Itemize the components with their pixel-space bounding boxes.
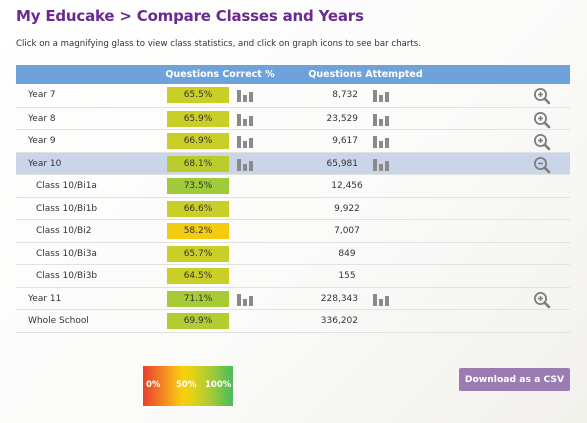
- row-label: Year 7: [28, 90, 56, 100]
- header-questions-correct: Questions Correct %: [165, 69, 275, 80]
- bar-chart-icon[interactable]: [237, 157, 253, 171]
- year-row: Year 7 65.5% 8,732: [16, 84, 570, 107]
- percent-correct-badge: 69.9%: [167, 313, 229, 329]
- year-row: Year 10 68.1% 65,981: [16, 151, 570, 178]
- row-label: Class 10/Bi3a: [36, 248, 97, 259]
- row-label: Whole School: [28, 316, 89, 326]
- percent-correct-badge: 73.5%: [167, 178, 229, 194]
- table-header: Questions Correct % Questions Attempted: [16, 65, 570, 84]
- magnify-minus-icon[interactable]: [533, 156, 551, 178]
- bar-chart-icon[interactable]: [237, 88, 253, 102]
- questions-attempted-value: 12,456: [331, 181, 363, 191]
- questions-attempted-value: 8,732: [332, 90, 358, 100]
- percent-correct-badge: 66.9%: [167, 133, 229, 149]
- percent-correct-badge: 65.7%: [167, 245, 229, 262]
- class-row: Class 10/Bi3b 64.5% 155: [16, 264, 570, 287]
- row-label: Year 11: [28, 293, 62, 304]
- percent-correct-badge: 71.1%: [167, 290, 229, 307]
- magnify-plus-icon[interactable]: [533, 111, 551, 133]
- row-label: Class 10/Bi2: [36, 226, 92, 236]
- bar-chart-icon[interactable]: [373, 88, 389, 102]
- download-csv-button[interactable]: Download as a CSV: [459, 368, 570, 391]
- year-row: Year 11 71.1% 228,343: [16, 286, 570, 313]
- bar-chart-icon[interactable]: [237, 134, 253, 148]
- questions-attempted-value: 336,202: [320, 316, 358, 326]
- legend-max-label: 100%: [205, 380, 232, 390]
- class-row: Class 10/Bi2 58.2% 7,007: [16, 219, 570, 242]
- year-row: Year 8 65.9% 23,529: [16, 106, 570, 133]
- row-label: Year 9: [28, 136, 56, 146]
- table-body: Year 7 65.5% 8,732 Year 8 65.9% 23,529 Year 9 6…: [16, 84, 570, 332]
- compare-table: Questions Correct % Questions Attempted …: [16, 65, 570, 333]
- instructions-text: Click on a magnifying glass to view clas…: [16, 39, 421, 49]
- bar-chart-icon[interactable]: [373, 112, 389, 126]
- magnify-plus-icon[interactable]: [533, 133, 551, 155]
- bar-chart-icon[interactable]: [237, 292, 253, 306]
- score-color-legend: 0% 50% 100%: [143, 366, 233, 406]
- legend-min-label: 0%: [146, 380, 161, 390]
- percent-correct-badge: 65.5%: [167, 87, 229, 103]
- row-label: Year 10: [28, 158, 62, 169]
- bar-chart-icon[interactable]: [373, 134, 389, 148]
- percent-correct-badge: 58.2%: [167, 223, 229, 239]
- percent-correct-badge: 65.9%: [167, 110, 229, 127]
- class-row: Class 10/Bi1a 73.5% 12,456: [16, 174, 570, 197]
- whole-school-row: Whole School 69.9% 336,202: [16, 309, 570, 332]
- bar-chart-icon[interactable]: [373, 292, 389, 306]
- class-row: Class 10/Bi3a 65.7% 849: [16, 241, 570, 265]
- questions-attempted-value: 23,529: [326, 113, 359, 124]
- questions-attempted-value: 849: [338, 248, 356, 259]
- row-label: Year 8: [28, 113, 56, 124]
- row-label: Class 10/Bi1a: [36, 181, 97, 191]
- row-label: Class 10/Bi1b: [36, 203, 98, 214]
- percent-correct-badge: 64.5%: [167, 268, 229, 284]
- questions-attempted-value: 9,617: [332, 136, 358, 146]
- year-row: Year 9 66.9% 9,617: [16, 129, 570, 152]
- magnify-plus-icon[interactable]: [533, 87, 551, 109]
- header-questions-attempted: Questions Attempted: [308, 69, 423, 80]
- questions-attempted-value: 228,343: [320, 293, 358, 304]
- row-label: Class 10/Bi3b: [36, 271, 98, 281]
- page-title: My Educake > Compare Classes and Years: [16, 7, 364, 25]
- bar-chart-icon[interactable]: [237, 112, 253, 126]
- magnify-plus-icon[interactable]: [533, 291, 551, 313]
- percent-correct-badge: 68.1%: [167, 155, 229, 172]
- questions-attempted-value: 7,007: [334, 226, 360, 236]
- bar-chart-icon[interactable]: [373, 157, 389, 171]
- questions-attempted-value: 155: [338, 271, 356, 281]
- questions-attempted-value: 65,981: [326, 158, 359, 169]
- legend-mid-label: 50%: [176, 380, 197, 390]
- questions-attempted-value: 9,922: [334, 203, 360, 214]
- class-row: Class 10/Bi1b 66.6% 9,922: [16, 196, 570, 220]
- percent-correct-badge: 66.6%: [167, 200, 229, 217]
